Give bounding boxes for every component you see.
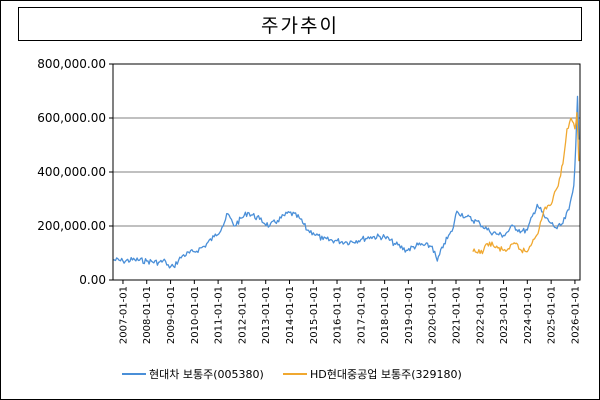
x-tick-label: 2012-01-01 (237, 286, 248, 344)
y-tick-label: 200,000.00 (37, 219, 106, 233)
x-tick-label: 2022-01-01 (475, 286, 486, 344)
x-tick-label: 2016-01-01 (333, 286, 344, 344)
y-tick-label: 600,000.00 (37, 111, 106, 125)
x-tick-label: 2026-01-01 (570, 286, 581, 344)
legend: 현대차 보통주(005380) HD현대중공업 보통주(329180) (122, 368, 462, 381)
legend-label: 현대차 보통주(005380) (149, 368, 264, 381)
y-tick-label: 800,000.00 (37, 57, 106, 71)
series-lines (112, 95, 580, 269)
x-tick-label: 2025-01-01 (547, 286, 558, 344)
y-axis: 0.00 200,000.00 400,000.00 600,000.00 800,00… (37, 57, 113, 287)
x-tick-label: 2015-01-01 (309, 286, 320, 344)
x-tick-label: 2008-01-01 (142, 286, 153, 344)
series-line-1 (112, 95, 580, 269)
y-tick-label: 400,000.00 (37, 165, 106, 179)
x-tick-label: 2011-01-01 (214, 286, 225, 344)
x-tick-label: 2020-01-01 (428, 286, 439, 344)
series-line-2 (472, 111, 580, 255)
x-tick-label: 2018-01-01 (380, 286, 391, 344)
x-tick-label: 2009-01-01 (166, 286, 177, 344)
x-tick-label: 2010-01-01 (190, 286, 201, 344)
x-tick-label: 2007-01-01 (118, 286, 129, 344)
chart-title: 주가추이 (18, 7, 582, 41)
x-tick-label: 2013-01-01 (261, 286, 272, 344)
x-tick-label: 2019-01-01 (404, 286, 415, 344)
y-tick-label: 0.00 (79, 273, 106, 287)
legend-label: HD현대중공업 보통주(329180) (310, 368, 462, 381)
x-tick-label: 2021-01-01 (452, 286, 463, 344)
x-axis: 2007-01-01 2008-01-01 2009-01-01 2010-01-01… (118, 280, 581, 344)
x-tick-label: 2023-01-01 (499, 286, 510, 344)
grid-lines (113, 117, 580, 227)
x-tick-label: 2014-01-01 (285, 286, 296, 344)
x-tick-label: 2024-01-01 (523, 286, 534, 344)
x-tick-label: 2017-01-01 (356, 286, 367, 344)
